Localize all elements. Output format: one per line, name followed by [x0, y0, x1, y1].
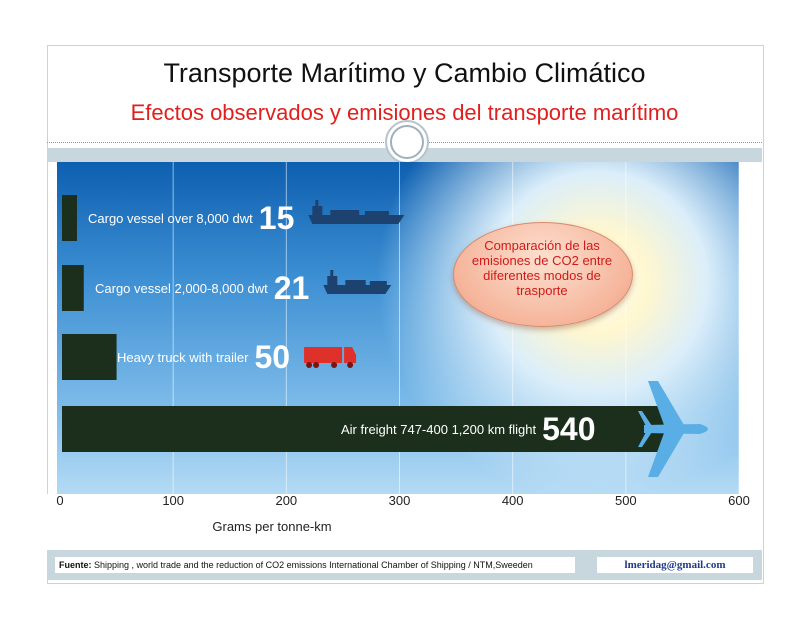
x-tick-label: 500 — [615, 493, 637, 508]
ship-mast — [330, 270, 334, 276]
x-tick-label: 400 — [502, 493, 524, 508]
x-tick-label: 200 — [275, 493, 297, 508]
callout-bubble — [453, 222, 633, 327]
x-tick-label: 300 — [389, 493, 411, 508]
plane-tail-bottom — [638, 432, 652, 447]
source-note: Fuente: Shipping , world trade and the r… — [55, 557, 575, 573]
source-text: Shipping , world trade and the reduction… — [94, 560, 533, 570]
bar-value-label: 540 — [542, 411, 595, 447]
ship-bridge — [312, 206, 323, 215]
source-label: Fuente: — [59, 560, 92, 570]
truck-wheel — [331, 362, 338, 368]
ship-bridge — [327, 276, 338, 285]
truck-wheel — [313, 362, 320, 368]
x-axis-label: Grams per tonne-km — [212, 519, 331, 534]
truck-cab — [344, 347, 357, 363]
x-tick-label: 100 — [162, 493, 184, 508]
bar-value-label: 21 — [274, 270, 310, 306]
bar — [62, 265, 84, 311]
plane-fuselage — [644, 424, 708, 434]
plane-wing-top — [648, 381, 684, 425]
slide-title: Transporte Marítimo y Cambio Climático — [163, 58, 646, 88]
bar-category-label: Air freight 747-400 1,200 km flight — [341, 422, 536, 437]
ship-cargo — [369, 281, 387, 285]
ship-cargo — [345, 280, 366, 285]
ship-hull — [323, 285, 392, 294]
ship-cargo — [364, 211, 389, 215]
ship-mast — [315, 200, 319, 206]
plane-tail-top — [638, 411, 652, 426]
airplane-icon — [638, 381, 708, 477]
ship-hull — [308, 215, 405, 224]
truck-wheel — [306, 362, 313, 368]
truck-wheel — [347, 362, 354, 368]
axis-area — [47, 494, 762, 550]
ring-ornament-inner — [390, 125, 424, 159]
bar — [62, 406, 672, 452]
plane-wing-bottom — [648, 433, 684, 477]
ship-cargo — [330, 210, 360, 215]
cargo-ship-icon — [308, 200, 405, 224]
bar — [62, 195, 77, 241]
truck-icon — [304, 347, 357, 368]
bar-category-label: Heavy truck with trailer — [117, 350, 249, 365]
bar-category-label: Cargo vessel over 8,000 dwt — [88, 211, 253, 226]
bar-value-label: 50 — [254, 339, 290, 375]
x-tick-label: 0 — [56, 493, 63, 508]
bar-value-label: 15 — [259, 200, 295, 236]
x-tick-label: 600 — [728, 493, 750, 508]
email-link[interactable]: lmeridag@gmail.com — [597, 557, 753, 573]
callout-text: Comparación de las emisiones de CO2 entr… — [471, 238, 613, 298]
truck-trailer — [304, 347, 343, 363]
small-cargo-ship-icon — [323, 270, 392, 294]
bar — [62, 334, 117, 380]
bar-category-label: Cargo vessel 2,000-8,000 dwt — [95, 281, 268, 296]
